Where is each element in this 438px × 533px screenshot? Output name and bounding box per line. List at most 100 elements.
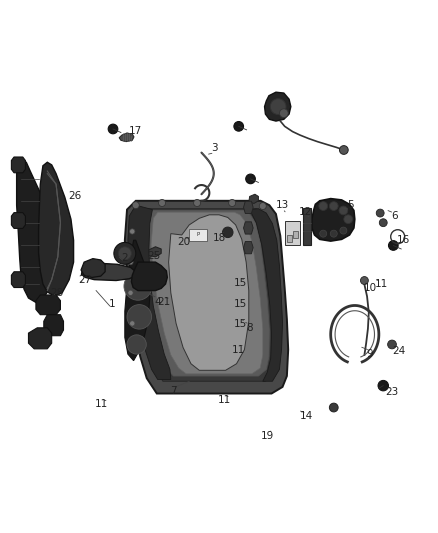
Circle shape <box>279 109 288 118</box>
Circle shape <box>329 403 338 412</box>
Text: 19: 19 <box>261 431 274 441</box>
Circle shape <box>330 230 337 237</box>
Circle shape <box>339 206 348 215</box>
Polygon shape <box>39 162 74 296</box>
Circle shape <box>246 174 255 184</box>
Circle shape <box>329 201 338 211</box>
Polygon shape <box>169 215 249 370</box>
Circle shape <box>389 241 398 251</box>
Polygon shape <box>36 295 60 314</box>
Text: 17: 17 <box>129 126 142 136</box>
Circle shape <box>114 243 136 264</box>
Text: 2: 2 <box>121 253 128 263</box>
Circle shape <box>388 340 396 349</box>
Text: 11: 11 <box>218 395 231 405</box>
Bar <box>189 229 207 241</box>
Bar <box>287 235 292 243</box>
Circle shape <box>376 209 384 217</box>
Circle shape <box>132 201 139 209</box>
Polygon shape <box>119 133 134 142</box>
Circle shape <box>339 146 348 155</box>
Circle shape <box>259 203 266 209</box>
Circle shape <box>124 272 152 300</box>
Text: 8: 8 <box>246 323 253 333</box>
Text: 11: 11 <box>232 345 245 355</box>
Text: 28: 28 <box>50 288 64 298</box>
Polygon shape <box>44 314 64 336</box>
Text: 26: 26 <box>68 191 81 201</box>
Text: 1: 1 <box>108 298 115 309</box>
Circle shape <box>118 247 131 260</box>
Bar <box>303 208 311 246</box>
Circle shape <box>108 124 118 134</box>
Text: 24: 24 <box>392 345 405 356</box>
Polygon shape <box>244 241 253 254</box>
Polygon shape <box>131 262 167 290</box>
Text: 7: 7 <box>170 386 177 397</box>
Polygon shape <box>244 222 253 234</box>
Circle shape <box>270 99 286 115</box>
Bar <box>293 231 298 238</box>
Text: 15: 15 <box>233 298 247 309</box>
Circle shape <box>127 335 146 354</box>
Text: 13: 13 <box>276 200 289 210</box>
Polygon shape <box>81 259 105 278</box>
Text: 27: 27 <box>78 274 91 285</box>
Text: 3: 3 <box>211 143 218 154</box>
Text: 11: 11 <box>95 399 108 409</box>
Circle shape <box>379 219 387 227</box>
Text: 14: 14 <box>300 411 313 421</box>
Text: 10: 10 <box>364 284 377 293</box>
Circle shape <box>234 122 244 131</box>
Polygon shape <box>151 212 263 374</box>
Polygon shape <box>11 272 25 287</box>
Text: 11: 11 <box>374 279 388 289</box>
Polygon shape <box>128 205 171 379</box>
Circle shape <box>130 229 135 234</box>
Circle shape <box>194 199 201 206</box>
Text: 9: 9 <box>367 349 374 359</box>
Polygon shape <box>28 328 52 349</box>
Circle shape <box>378 381 389 391</box>
Circle shape <box>128 260 133 265</box>
Circle shape <box>360 277 368 285</box>
Text: 25: 25 <box>148 251 161 261</box>
Circle shape <box>319 201 328 211</box>
Circle shape <box>344 215 353 223</box>
Polygon shape <box>149 247 161 257</box>
Polygon shape <box>244 201 253 214</box>
Bar <box>285 221 300 246</box>
Text: 5: 5 <box>347 200 354 210</box>
Polygon shape <box>11 213 25 229</box>
Text: 12: 12 <box>299 207 312 217</box>
Polygon shape <box>312 199 355 241</box>
Polygon shape <box>143 211 269 376</box>
Circle shape <box>229 199 236 206</box>
Text: P: P <box>196 232 200 238</box>
Text: 4: 4 <box>154 296 161 306</box>
Polygon shape <box>265 92 291 121</box>
Circle shape <box>127 304 152 329</box>
Circle shape <box>130 321 135 326</box>
Polygon shape <box>133 209 279 381</box>
Circle shape <box>128 290 133 295</box>
Text: 15: 15 <box>233 278 247 288</box>
Polygon shape <box>125 240 150 361</box>
Text: 16: 16 <box>396 235 410 245</box>
Text: 18: 18 <box>212 233 226 243</box>
Polygon shape <box>11 157 25 173</box>
Polygon shape <box>249 194 258 204</box>
Circle shape <box>320 230 327 237</box>
Text: 23: 23 <box>385 387 399 397</box>
Text: 15: 15 <box>233 319 247 329</box>
Polygon shape <box>250 209 283 381</box>
Polygon shape <box>125 201 288 393</box>
Polygon shape <box>81 263 136 280</box>
Circle shape <box>223 227 233 238</box>
Text: 6: 6 <box>391 211 398 221</box>
Text: 20: 20 <box>177 237 191 247</box>
Text: 21: 21 <box>158 297 171 308</box>
Circle shape <box>159 199 166 206</box>
Polygon shape <box>17 160 56 302</box>
Circle shape <box>340 227 347 234</box>
